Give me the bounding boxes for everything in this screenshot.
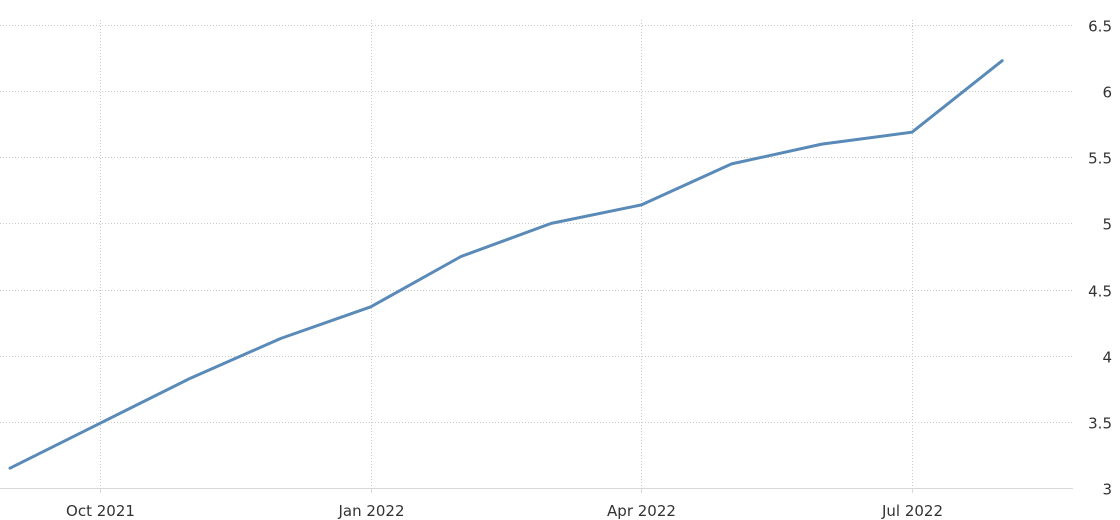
x-tick-label: Apr 2022 — [607, 502, 676, 520]
y-tick-label: 5 — [1102, 216, 1112, 234]
y-tick-label: 6 — [1102, 84, 1112, 102]
grid-lines — [0, 20, 1073, 488]
axes — [0, 488, 1073, 493]
y-tick-label: 4 — [1102, 349, 1112, 367]
series-line-1 — [8, 59, 1004, 470]
y-tick-label: 3 — [1102, 481, 1112, 499]
series-layer — [8, 59, 1004, 470]
x-tick-label: Jan 2022 — [337, 502, 404, 520]
y-tick-label: 4.5 — [1088, 283, 1112, 301]
tick-labels: 3 3.5 4 4.5 5 5.5 6 6.5 Oct 2021 Jan 2022 Apr 2022… — [66, 18, 1112, 520]
y-tick-label: 3.5 — [1088, 415, 1112, 433]
y-tick-label: 5.5 — [1088, 150, 1112, 168]
y-tick-label: 6.5 — [1088, 18, 1112, 36]
x-tick-label: Oct 2021 — [66, 502, 135, 520]
x-tick-label: Jul 2022 — [881, 502, 943, 520]
